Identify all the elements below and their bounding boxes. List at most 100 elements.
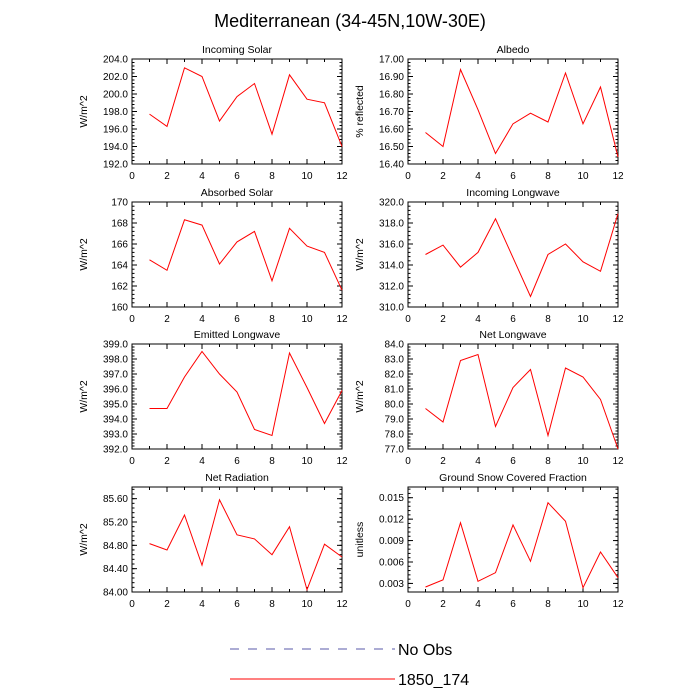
y-tick-label: 160 — [111, 303, 128, 314]
legend: No Obs 1850_174 — [230, 642, 469, 689]
series-line-1850_174 — [425, 353, 619, 450]
x-tick-label: 2 — [164, 314, 170, 325]
x-tick-label: 6 — [510, 456, 516, 467]
y-tick-label: 164 — [111, 261, 128, 272]
x-tick-label: 10 — [577, 456, 589, 467]
x-tick-label: 0 — [405, 599, 411, 610]
panel-incoming-solar: Incoming Solar W/m^2 0 2 4 6 8 10 12 192.0 194.0 19… — [78, 44, 348, 182]
y-axis-label: W/m^2 — [78, 95, 90, 128]
y-tick-label: 310.0 — [379, 303, 404, 314]
x-tick-label: 6 — [234, 314, 240, 325]
y-tick-label: 194.0 — [103, 142, 128, 153]
y-tick-label: 398.0 — [103, 355, 128, 366]
x-tick-label: 4 — [475, 599, 481, 610]
x-tick-label: 10 — [577, 314, 589, 325]
x-tick-label: 0 — [405, 456, 411, 467]
y-tick-label: 192.0 — [103, 160, 128, 171]
x-tick-label: 10 — [301, 171, 313, 182]
x-tick-label: 12 — [336, 314, 348, 325]
x-tick-label: 6 — [510, 314, 516, 325]
plot-frame — [131, 486, 343, 593]
y-axis-label: W/m^2 — [78, 238, 90, 271]
y-tick-label: 16.90 — [379, 72, 404, 83]
series-line-1850_174 — [149, 219, 343, 291]
y-tick-label: 84.0 — [385, 340, 405, 351]
y-tick-label: 0.003 — [379, 579, 404, 590]
y-tick-label: 316.0 — [379, 240, 404, 251]
panel-title: Net Radiation — [205, 472, 269, 484]
x-tick-label: 2 — [440, 314, 446, 325]
panel-emitted-longwave: Emitted Longwave W/m^2 0 2 4 6 8 10 12 392.0 393.0… — [78, 329, 348, 467]
y-tick-label: 78.0 — [385, 430, 405, 441]
y-tick-label: 80.0 — [385, 400, 405, 411]
x-tick-label: 8 — [545, 171, 551, 182]
y-tick-label: 82.0 — [385, 370, 405, 381]
y-tick-label: 79.0 — [385, 415, 405, 426]
x-tick-label: 12 — [612, 314, 624, 325]
y-tick-label: 320.0 — [379, 198, 404, 209]
y-axis-label: W/m^2 — [78, 523, 90, 556]
x-tick-label: 12 — [336, 456, 348, 467]
plot-frame — [407, 486, 619, 593]
plot-frame — [131, 58, 343, 165]
series-line-1850_174 — [425, 213, 619, 298]
y-tick-label: 16.70 — [379, 107, 404, 118]
panel-title: Ground Snow Covered Fraction — [439, 472, 587, 484]
x-tick-label: 4 — [199, 599, 205, 610]
y-tick-label: 0.009 — [379, 536, 404, 547]
panel-title: Net Longwave — [479, 329, 546, 341]
plot-frame — [407, 201, 619, 308]
y-tick-label: 395.0 — [103, 400, 128, 411]
panel-net-radiation: Net Radiation W/m^2 0 2 4 6 8 10 12 84.00 84.40 84.… — [78, 472, 348, 610]
x-tick-label: 12 — [336, 599, 348, 610]
x-tick-label: 4 — [199, 314, 205, 325]
legend-label-no-obs: No Obs — [398, 642, 452, 659]
x-tick-label: 10 — [301, 456, 313, 467]
panel-incoming-longwave: Incoming Longwave W/m^2 0 2 4 6 8 10 12 310.0 312.… — [354, 187, 624, 325]
x-tick-label: 10 — [301, 599, 313, 610]
figure-title: Mediterranean (34-45N,10W-30E) — [214, 11, 486, 31]
y-tick-label: 16.50 — [379, 142, 404, 153]
plot-frame — [407, 343, 619, 450]
panel-title: Absorbed Solar — [201, 187, 274, 199]
y-tick-label: 84.80 — [103, 541, 128, 552]
y-tick-label: 314.0 — [379, 261, 404, 272]
x-tick-label: 6 — [234, 456, 240, 467]
plot-frame — [131, 343, 343, 450]
x-tick-label: 8 — [269, 171, 275, 182]
x-tick-label: 4 — [475, 171, 481, 182]
x-tick-label: 4 — [199, 456, 205, 467]
x-tick-label: 12 — [612, 171, 624, 182]
y-tick-label: 0.012 — [379, 515, 404, 526]
panel-title: Albedo — [497, 44, 530, 56]
y-tick-label: 396.0 — [103, 385, 128, 396]
x-tick-label: 6 — [234, 599, 240, 610]
x-tick-label: 0 — [129, 171, 135, 182]
y-tick-label: 166 — [111, 240, 128, 251]
x-tick-label: 8 — [269, 599, 275, 610]
x-tick-label: 2 — [440, 599, 446, 610]
y-axis-label: W/m^2 — [78, 380, 90, 413]
y-tick-label: 393.0 — [103, 430, 128, 441]
x-tick-label: 12 — [336, 171, 348, 182]
y-tick-label: 17.00 — [379, 55, 404, 66]
legend-label-1850-174: 1850_174 — [398, 672, 469, 689]
y-tick-label: 196.0 — [103, 125, 128, 136]
series-line-1850_174 — [149, 350, 343, 437]
x-tick-label: 8 — [545, 456, 551, 467]
y-tick-label: 16.60 — [379, 125, 404, 136]
series-line-1850_174 — [425, 67, 619, 158]
x-tick-label: 10 — [577, 599, 589, 610]
panel-ground-snow-covered-fraction: Ground Snow Covered Fraction unitless 0 2 4 6… — [354, 472, 624, 610]
y-tick-label: 318.0 — [379, 219, 404, 230]
x-tick-label: 8 — [269, 314, 275, 325]
y-tick-label: 170 — [111, 198, 128, 209]
y-tick-label: 77.0 — [385, 445, 405, 456]
x-tick-label: 6 — [510, 599, 516, 610]
y-tick-label: 83.0 — [385, 355, 405, 366]
y-tick-label: 198.0 — [103, 107, 128, 118]
panel-albedo: Albedo % reflected 0 2 4 6 8 10 12 16.40 16.50 16.6… — [354, 44, 624, 182]
x-tick-label: 0 — [129, 456, 135, 467]
x-tick-label: 6 — [510, 171, 516, 182]
